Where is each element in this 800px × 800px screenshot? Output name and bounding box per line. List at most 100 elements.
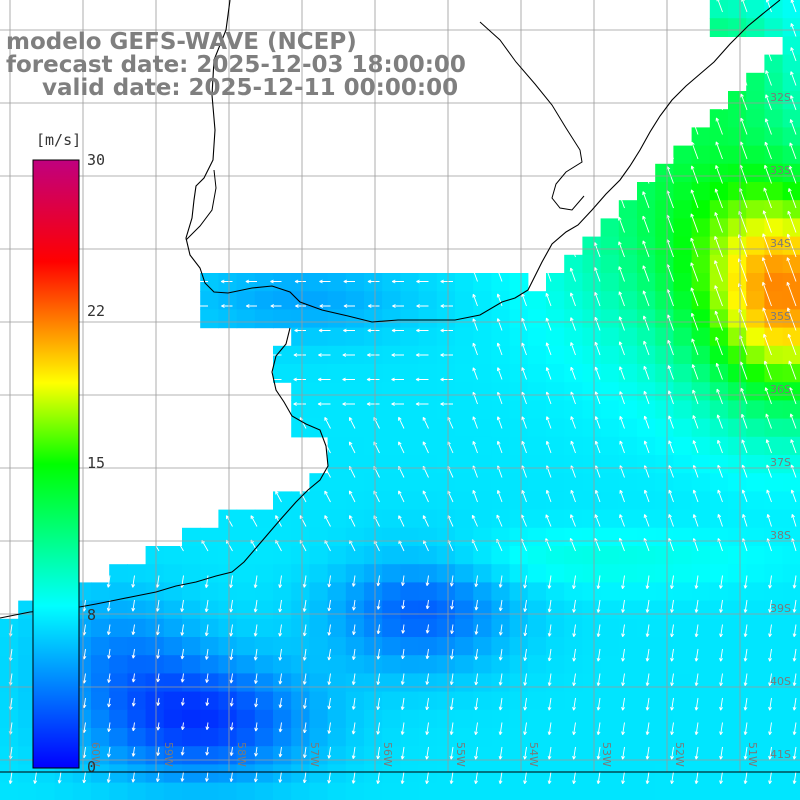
field-cell bbox=[782, 691, 800, 711]
wind-arrow bbox=[666, 142, 674, 160]
wind-arrow bbox=[619, 391, 625, 405]
wind-arrow bbox=[719, 624, 723, 638]
field-cell bbox=[600, 309, 620, 329]
wind-arrow bbox=[425, 746, 429, 760]
wind-arrow bbox=[786, 257, 797, 282]
field-cell bbox=[382, 364, 401, 383]
field-cell bbox=[746, 546, 765, 565]
field-cell bbox=[564, 655, 583, 674]
field-cell bbox=[746, 709, 765, 729]
wind-arrow bbox=[521, 367, 527, 380]
field-cell bbox=[400, 436, 420, 456]
wind-arrow bbox=[319, 304, 331, 308]
wind-arrow bbox=[743, 624, 748, 638]
field-cell bbox=[491, 618, 511, 638]
field-cell bbox=[728, 582, 747, 602]
wind-arrow bbox=[667, 365, 674, 380]
lon-label: 53W bbox=[600, 742, 613, 767]
wind-arrow bbox=[792, 599, 797, 613]
wind-arrow bbox=[367, 304, 380, 308]
wind-arrow bbox=[324, 490, 331, 503]
wind-arrow bbox=[596, 746, 601, 760]
wind-arrow bbox=[545, 317, 552, 331]
field-cell bbox=[655, 273, 674, 292]
field-cell bbox=[691, 364, 711, 383]
field-cell bbox=[473, 364, 492, 383]
wind-arrow bbox=[768, 648, 772, 662]
field-cell bbox=[637, 728, 656, 747]
argentine-coastline bbox=[0, 327, 329, 619]
field-cell bbox=[728, 345, 747, 365]
field-cell bbox=[364, 436, 383, 456]
field-cell bbox=[637, 618, 656, 638]
field-cell bbox=[491, 564, 511, 583]
wind-arrow bbox=[107, 673, 111, 683]
field-cell bbox=[509, 600, 529, 620]
field-cell bbox=[309, 709, 329, 729]
field-cell bbox=[309, 400, 329, 420]
field-cell bbox=[564, 527, 583, 547]
wind-arrow bbox=[440, 304, 453, 308]
wind-arrow bbox=[131, 624, 136, 636]
field-cell bbox=[564, 637, 583, 656]
field-cell bbox=[254, 746, 274, 765]
field-cell bbox=[637, 637, 656, 656]
wind-arrow bbox=[789, 413, 797, 429]
field-cell bbox=[400, 728, 420, 747]
field-cell bbox=[418, 436, 438, 456]
field-cell bbox=[364, 600, 383, 620]
field-cell bbox=[309, 382, 329, 401]
wind-arrow bbox=[107, 746, 111, 758]
wind-arrow bbox=[787, 210, 797, 233]
wind-arrow bbox=[496, 489, 503, 503]
field-cell bbox=[691, 145, 711, 165]
field-cell bbox=[764, 691, 784, 711]
field-cell bbox=[236, 637, 256, 656]
field-cell bbox=[582, 564, 602, 583]
field-cell bbox=[546, 546, 565, 565]
wind-arrow bbox=[474, 722, 478, 736]
field-cell bbox=[673, 345, 693, 365]
field-cell bbox=[327, 273, 347, 292]
field-cell bbox=[746, 436, 765, 456]
field-cell bbox=[546, 491, 565, 511]
field-cell bbox=[236, 709, 256, 729]
field-cell bbox=[18, 709, 37, 729]
field-cell bbox=[309, 673, 329, 693]
field-cell bbox=[764, 54, 784, 74]
field-cell bbox=[309, 582, 329, 602]
field-cell bbox=[218, 291, 238, 310]
field-cell bbox=[582, 254, 602, 274]
field-cell bbox=[455, 546, 474, 565]
field-cell bbox=[382, 764, 401, 784]
field-cell bbox=[673, 473, 693, 492]
field-cell bbox=[582, 273, 602, 292]
field-cell bbox=[218, 746, 238, 765]
wind-arrow bbox=[621, 722, 625, 736]
wind-arrow bbox=[642, 290, 650, 307]
field-cell bbox=[728, 327, 747, 347]
wind-arrow bbox=[376, 648, 381, 660]
field-cell bbox=[491, 509, 511, 529]
field-cell bbox=[782, 491, 800, 511]
field-cell bbox=[345, 728, 365, 747]
wind-arrow bbox=[621, 697, 625, 711]
field-cell bbox=[709, 764, 729, 784]
wind-arrow bbox=[205, 673, 209, 683]
field-cell bbox=[746, 218, 765, 238]
field-cell bbox=[728, 18, 747, 37]
field-cell bbox=[455, 782, 474, 800]
field-cell bbox=[728, 709, 747, 729]
field-cell bbox=[309, 655, 329, 674]
field-cell bbox=[400, 418, 420, 438]
wind-arrow bbox=[415, 377, 429, 382]
field-cell bbox=[236, 764, 256, 784]
wind-arrow bbox=[270, 304, 282, 308]
field-cell bbox=[637, 527, 656, 547]
field-cell bbox=[527, 455, 547, 474]
field-cell bbox=[163, 618, 183, 638]
field-cell bbox=[673, 291, 693, 310]
field-cell bbox=[236, 728, 256, 747]
field-cell bbox=[509, 418, 529, 438]
wind-arrow bbox=[521, 342, 527, 356]
